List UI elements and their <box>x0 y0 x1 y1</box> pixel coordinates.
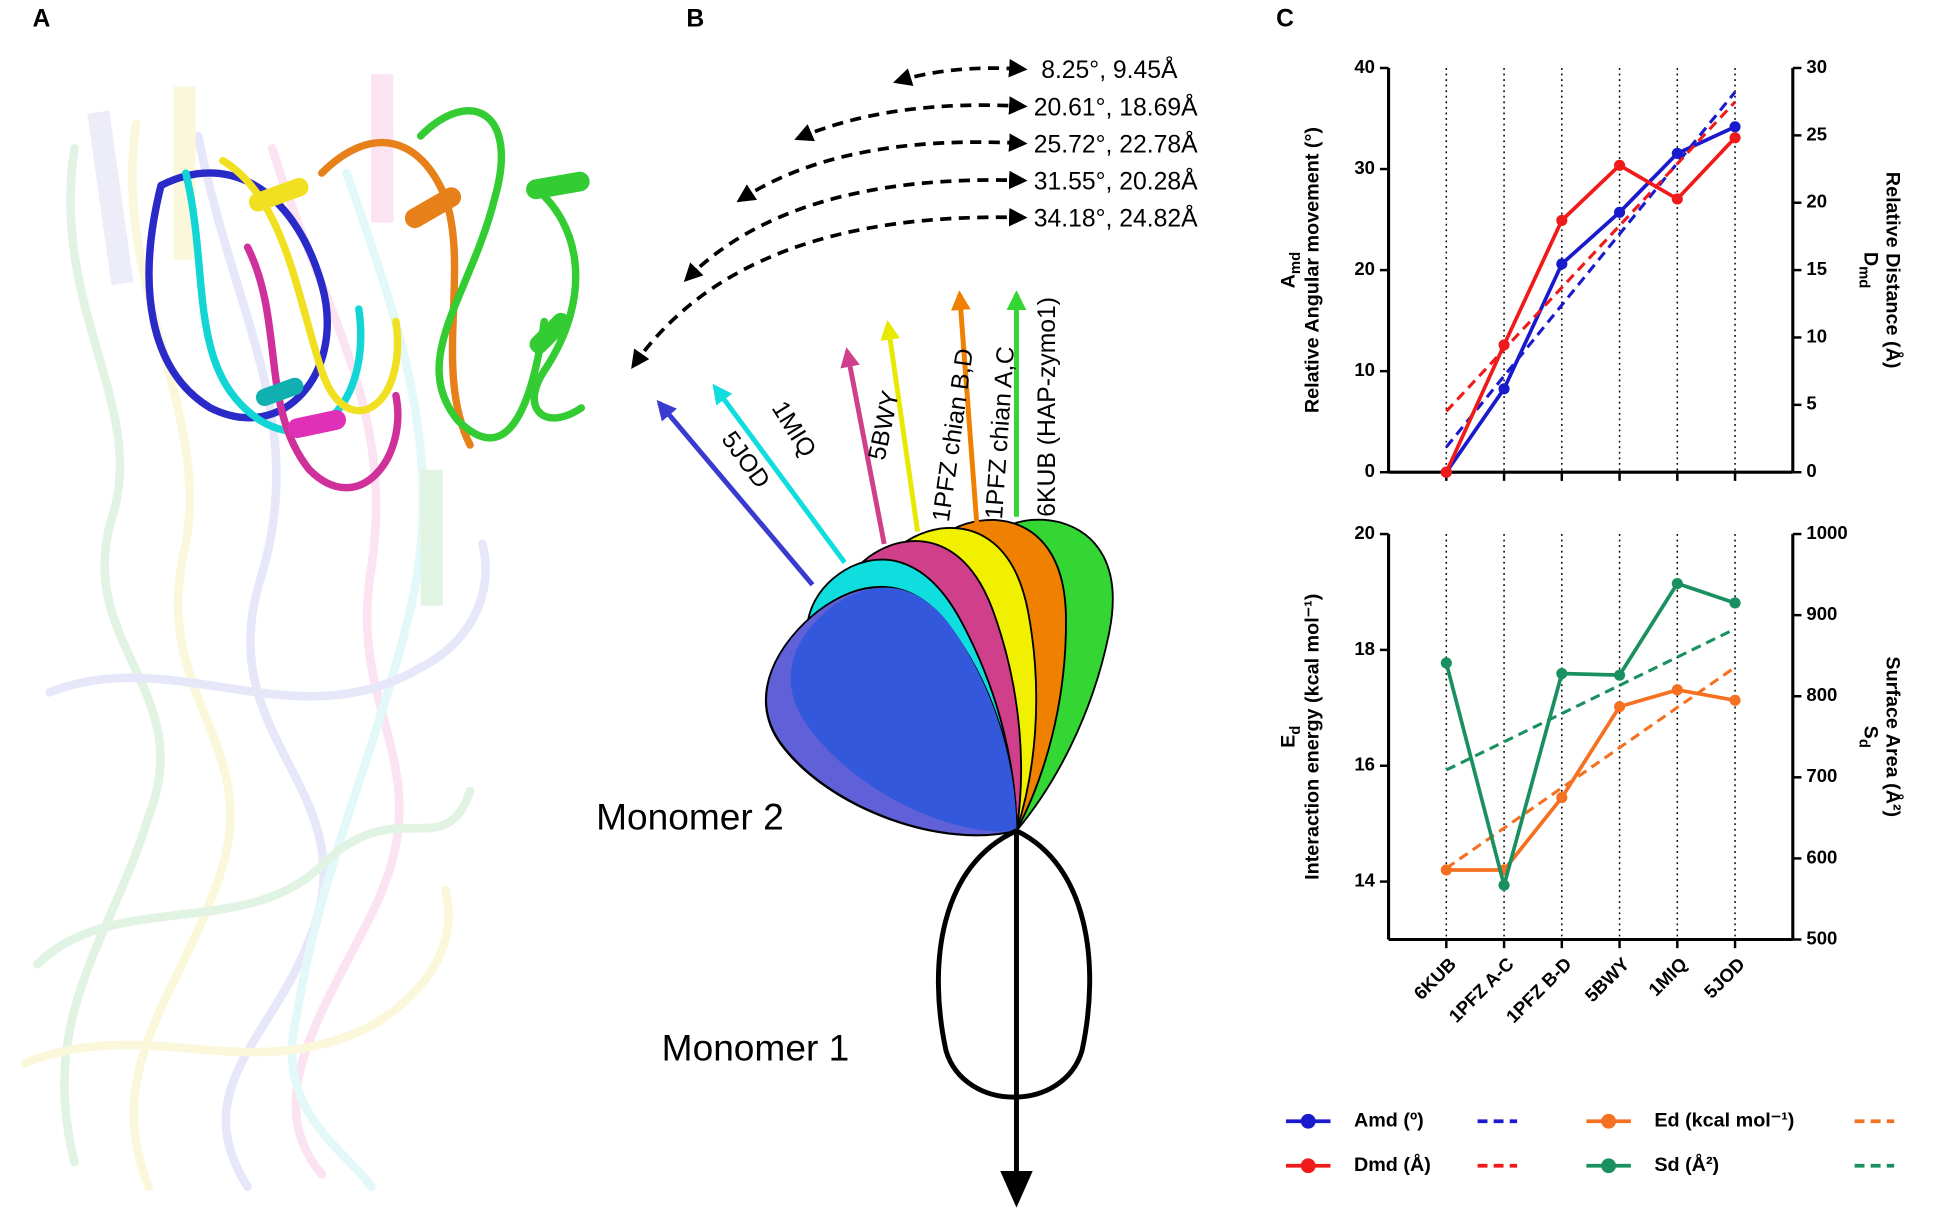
axis-symbol-sub: md <box>1855 266 1871 288</box>
data-point <box>1556 667 1568 680</box>
data-point <box>1613 701 1626 713</box>
angle-label: 31.55°, 20.28Å <box>1034 167 1198 195</box>
series-line <box>1444 581 1736 893</box>
y2-tick-label: 20 <box>1806 191 1827 212</box>
legend-label: Amd (º) <box>1354 1109 1424 1131</box>
axis-symbol-base: E <box>1278 735 1300 748</box>
legend-swatch <box>1601 1113 1617 1129</box>
data-point <box>1729 132 1741 144</box>
panel-label: C <box>1276 5 1294 32</box>
data-point <box>1613 669 1626 681</box>
data-point <box>1440 657 1452 669</box>
data-point <box>1498 383 1510 395</box>
data-point <box>1671 193 1683 205</box>
legend-label: Sd (Å²) <box>1654 1152 1719 1176</box>
axis-symbol-base: S <box>1859 726 1881 739</box>
y2-tick-label: 1000 <box>1806 522 1847 543</box>
x-tick-label: 5JOD <box>1700 953 1749 1002</box>
y2-axis-label: Surface Area (Å²) <box>1881 656 1905 817</box>
axis-symbol-base: D <box>1859 252 1881 266</box>
data-point <box>1440 466 1452 478</box>
legend-label: Ed (kcal mol⁻¹) <box>1654 1109 1794 1131</box>
trend-line <box>1445 100 1737 413</box>
angle-label: 20.61°, 18.69Å <box>1034 93 1198 121</box>
y-tick-label: 20 <box>1354 258 1375 279</box>
axis-symbol: Sd <box>1855 726 1881 748</box>
angle-label: 25.72°, 22.78Å <box>1034 130 1198 158</box>
axis-symbol-sub: d <box>1855 739 1871 748</box>
y2-tick-label: 5 <box>1806 393 1816 414</box>
y-axis-label: Relative Angular movement (°) <box>1301 127 1323 413</box>
series-line <box>1444 125 1736 474</box>
y-tick-label: 20 <box>1354 522 1375 543</box>
y-tick-label: 0 <box>1365 460 1375 481</box>
y2-tick-label: 10 <box>1806 325 1827 346</box>
data-point <box>1498 339 1510 351</box>
y2-tick-label: 30 <box>1806 56 1827 77</box>
angle-labels: 8.25°, 9.45Å 20.61°, 18.69Å 25.72°, 22.7… <box>1034 56 1198 232</box>
legend-swatch <box>1300 1113 1316 1129</box>
y2-axis-label: Relative Distance (Å) <box>1881 172 1905 369</box>
arrow-label: 1MIQ <box>766 397 821 463</box>
y-axis-label: Interaction energy (kcal mol⁻¹) <box>1301 594 1323 880</box>
y2-tick-label: 800 <box>1806 684 1837 705</box>
data-point <box>1671 147 1683 159</box>
data-point <box>1729 597 1741 609</box>
monomer-label: Monomer 2 <box>596 795 784 837</box>
angle-label: 34.18°, 24.82Å <box>1034 205 1198 233</box>
data-point <box>1613 159 1626 171</box>
data-point <box>1556 214 1568 226</box>
y-tick-label: 30 <box>1354 157 1375 178</box>
petal-diagram <box>764 518 1114 1208</box>
legend-swatch <box>1601 1158 1617 1174</box>
protein-structure <box>20 74 590 1192</box>
axis-symbol: Ed <box>1278 726 1304 748</box>
arrow-label: 5BWY <box>864 388 905 462</box>
y2-tick-label: 15 <box>1806 258 1827 279</box>
angle-arrows <box>631 58 1028 369</box>
y-tick-label: 14 <box>1354 869 1375 890</box>
y2-tick-label: 25 <box>1806 123 1827 144</box>
legend-swatch <box>1300 1158 1316 1174</box>
arrow-label: 6KUB (HAP-zymo1) <box>1034 297 1061 517</box>
y-tick-label: 40 <box>1354 56 1375 77</box>
axis-symbol-base: A <box>1278 274 1300 288</box>
y2-tick-label: 600 <box>1806 846 1837 867</box>
data-point <box>1440 864 1452 876</box>
y2-tick-label: 700 <box>1806 765 1837 786</box>
legend-label: Dmd (Å) <box>1354 1152 1431 1176</box>
panel-label: A <box>32 5 50 32</box>
series-line <box>1446 687 1736 872</box>
axis-symbol-sub: md <box>1288 252 1304 274</box>
panel-label: B <box>686 5 704 32</box>
y2-tick-label: 500 <box>1806 927 1837 948</box>
y2-tick-label: 0 <box>1806 460 1816 481</box>
data-point <box>1729 694 1741 706</box>
angle-label: 8.25°, 9.45Å <box>1041 56 1178 84</box>
data-point <box>1556 258 1568 270</box>
x-tick-label: 5BWY <box>1581 953 1634 1006</box>
data-point <box>1729 121 1741 133</box>
y-tick-label: 10 <box>1354 359 1375 380</box>
trend-line <box>1445 91 1737 449</box>
axis-symbol: Dmd <box>1855 252 1881 289</box>
axis-symbol: Amd <box>1278 252 1304 289</box>
y2-tick-label: 900 <box>1806 603 1837 624</box>
x-tick-label: 6KUB <box>1409 953 1460 1004</box>
series-line <box>1444 136 1737 473</box>
data-point <box>1671 577 1683 590</box>
data-point <box>1498 879 1510 891</box>
axis-symbol-sub: d <box>1288 726 1304 735</box>
y-tick-label: 18 <box>1354 638 1375 659</box>
data-point <box>1671 684 1683 696</box>
data-point <box>1556 792 1568 804</box>
trend-line <box>1445 627 1736 772</box>
data-point <box>1613 206 1626 218</box>
monomer-label: Monomer 1 <box>662 1027 850 1069</box>
x-tick-label: 1MIQ <box>1644 953 1691 1000</box>
trend-line <box>1445 665 1736 870</box>
y-tick-label: 16 <box>1354 754 1375 775</box>
